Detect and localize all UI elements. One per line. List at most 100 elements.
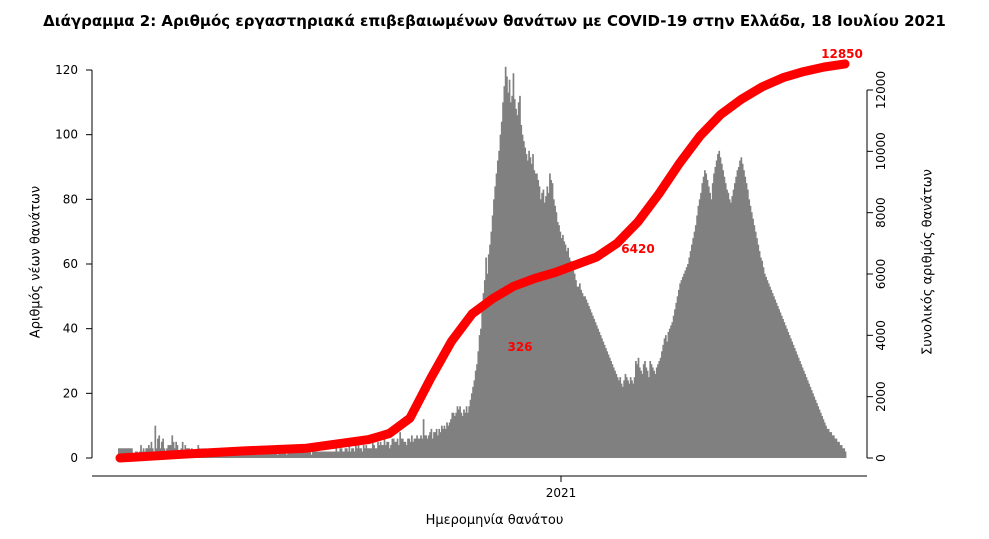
bar xyxy=(343,451,345,458)
bar xyxy=(670,325,672,458)
bar xyxy=(405,445,408,458)
bar xyxy=(510,102,512,458)
bar xyxy=(704,170,706,459)
bar xyxy=(616,377,619,458)
bar xyxy=(283,451,286,458)
bar xyxy=(571,267,573,458)
bar xyxy=(502,102,504,458)
bar xyxy=(790,338,792,458)
bar xyxy=(714,167,717,458)
bar xyxy=(541,192,543,458)
bar xyxy=(536,173,538,458)
bar xyxy=(446,422,448,458)
bar xyxy=(657,364,659,458)
bar xyxy=(304,451,306,458)
bar xyxy=(631,380,633,458)
bar xyxy=(443,425,446,458)
bar xyxy=(491,215,494,458)
bar xyxy=(683,273,685,458)
bar xyxy=(788,335,791,458)
bar xyxy=(150,441,153,458)
bar xyxy=(538,186,541,458)
bar xyxy=(582,296,585,458)
bar xyxy=(444,428,447,458)
bar xyxy=(732,189,735,458)
bar xyxy=(830,432,833,458)
bar xyxy=(637,357,640,458)
bar xyxy=(619,377,622,458)
bar xyxy=(747,189,749,458)
bar xyxy=(261,451,263,458)
bar xyxy=(317,451,319,458)
bar xyxy=(701,183,704,459)
bar xyxy=(120,448,123,458)
bar xyxy=(451,412,454,458)
bar xyxy=(546,186,549,458)
bar xyxy=(481,306,484,458)
y-tick-label: 40 xyxy=(63,322,78,336)
bar xyxy=(816,403,818,458)
bar xyxy=(318,451,321,458)
bar xyxy=(642,364,645,458)
bar xyxy=(256,454,258,458)
bar xyxy=(534,173,537,458)
bar xyxy=(478,335,481,458)
bar xyxy=(286,454,288,458)
bar xyxy=(292,451,295,458)
bar xyxy=(832,435,835,458)
bar xyxy=(302,451,305,458)
bar xyxy=(586,302,589,458)
bar xyxy=(358,448,361,458)
bar xyxy=(454,415,456,458)
bar xyxy=(674,309,676,458)
bar xyxy=(791,341,793,458)
bar xyxy=(429,432,431,458)
bar xyxy=(315,451,318,458)
bar xyxy=(550,179,553,458)
bar xyxy=(625,377,628,458)
bar xyxy=(842,448,844,458)
bar xyxy=(327,451,330,458)
bar xyxy=(328,451,331,458)
bar xyxy=(344,448,347,458)
bar xyxy=(762,267,765,458)
bar xyxy=(274,451,276,458)
bar xyxy=(693,231,696,458)
bar xyxy=(407,438,409,458)
bar xyxy=(269,451,271,458)
bar xyxy=(495,173,498,458)
bar xyxy=(463,409,465,458)
y-tick-label: 120 xyxy=(55,63,78,77)
bar xyxy=(474,370,477,458)
bar xyxy=(480,328,482,458)
bar xyxy=(442,428,444,458)
bar xyxy=(504,66,507,459)
bar xyxy=(765,276,767,458)
bar xyxy=(744,176,747,458)
bar xyxy=(472,386,474,458)
annotation-label: 326 xyxy=(507,340,532,354)
bar xyxy=(782,318,784,458)
bar xyxy=(424,435,426,458)
bar xyxy=(602,341,605,458)
bar xyxy=(486,273,489,458)
bar xyxy=(800,364,803,458)
bar xyxy=(426,438,429,458)
bar xyxy=(490,231,493,458)
bar xyxy=(438,428,441,458)
y2-tick-label: 6000 xyxy=(874,259,888,290)
bar xyxy=(679,283,681,458)
bar xyxy=(330,451,332,458)
bar xyxy=(566,251,568,458)
bar xyxy=(799,361,801,458)
bar xyxy=(593,318,596,458)
bar xyxy=(773,296,775,458)
bar xyxy=(558,225,560,458)
bar xyxy=(271,451,274,458)
bar xyxy=(620,383,623,458)
bar xyxy=(374,448,377,458)
bar xyxy=(598,331,601,458)
bar xyxy=(825,425,827,458)
bar xyxy=(737,167,740,458)
bar xyxy=(258,454,261,458)
